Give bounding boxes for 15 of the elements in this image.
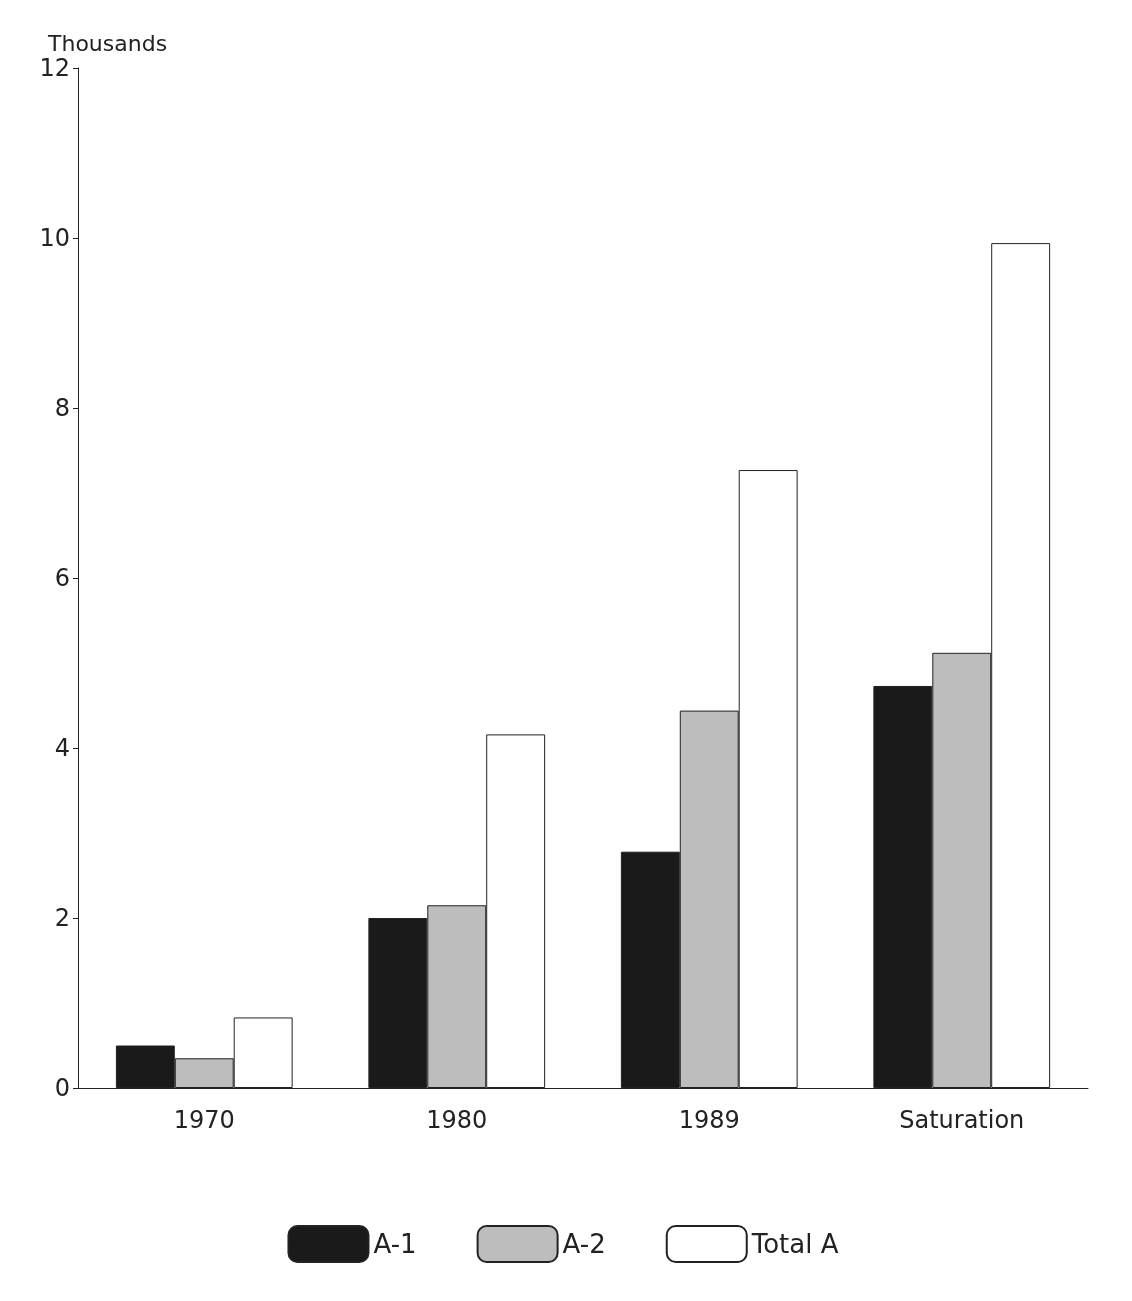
y-axis-title: Thousands (47, 30, 168, 56)
y-tick-label: 2 (54, 904, 70, 932)
x-tick-label: Saturation (899, 1106, 1025, 1134)
y-tick-label: 0 (54, 1074, 70, 1102)
legend-label: Total A (750, 1229, 839, 1259)
legend-label: A-1 (373, 1229, 417, 1259)
x-tick-label: 1980 (426, 1106, 488, 1134)
x-tick-label: 1970 (173, 1106, 235, 1134)
x-tick-label: 1989 (678, 1106, 740, 1134)
y-tick-label: 6 (54, 564, 70, 592)
legend-label: A-2 (562, 1229, 606, 1259)
y-tick-label: 12 (39, 54, 70, 82)
y-tick-label: 8 (54, 394, 70, 422)
y-tick-label: 10 (39, 224, 70, 252)
y-tick-label: 4 (54, 734, 70, 762)
